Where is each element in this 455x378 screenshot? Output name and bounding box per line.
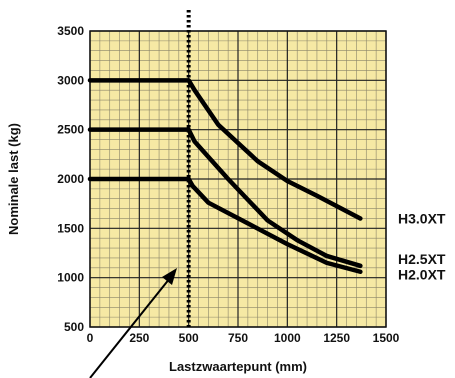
y-tick-label: 2000 bbox=[57, 172, 84, 186]
y-tick-label: 1500 bbox=[57, 221, 84, 235]
x-axis-title: Lastzwaartepunt (mm) bbox=[169, 359, 307, 374]
x-tick-label: 0 bbox=[87, 331, 94, 345]
series-label-h25xt: H2.5XT bbox=[398, 251, 446, 267]
series-label-h20xt: H2.0XT bbox=[398, 267, 446, 283]
series-line-h25xt bbox=[87, 127, 363, 269]
y-tick-label: 3500 bbox=[57, 24, 84, 38]
y-tick-label: 2500 bbox=[57, 123, 84, 137]
arrow-head bbox=[162, 268, 177, 285]
y-tick-label: 500 bbox=[64, 320, 84, 334]
x-tick-label: 1000 bbox=[274, 331, 301, 345]
x-tick-label: 1250 bbox=[323, 331, 350, 345]
series-line-h20xt bbox=[87, 176, 363, 274]
arrow-shaft bbox=[89, 277, 171, 378]
series-line-h30xt bbox=[87, 78, 363, 221]
x-tick-label: 750 bbox=[228, 331, 248, 345]
series-label-h30xt: H3.0XT bbox=[398, 210, 446, 226]
y-axis-title: Nominale last (kg) bbox=[6, 123, 21, 235]
x-tick-label: 1500 bbox=[373, 331, 400, 345]
y-tick-label: 3000 bbox=[57, 73, 84, 87]
x-tick-label: 500 bbox=[179, 331, 199, 345]
x-tick-label: 250 bbox=[129, 331, 149, 345]
y-tick-label: 1000 bbox=[57, 271, 84, 285]
